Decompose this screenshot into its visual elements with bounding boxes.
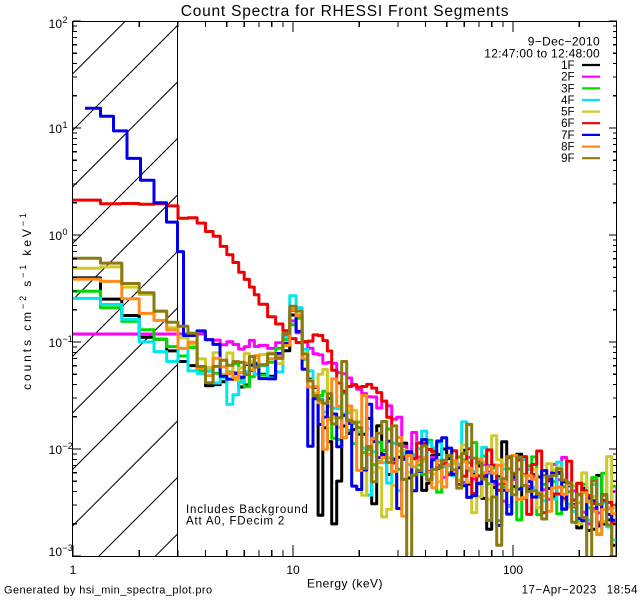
svg-text:1: 1 xyxy=(63,120,68,130)
svg-text:10: 10 xyxy=(49,443,63,457)
svg-text:12:47:00 to 12:48:00: 12:47:00 to 12:48:00 xyxy=(484,47,600,61)
svg-text:5F: 5F xyxy=(561,107,574,119)
svg-text:2F: 2F xyxy=(561,72,574,84)
svg-text:3F: 3F xyxy=(561,83,574,95)
svg-text:10: 10 xyxy=(49,545,63,559)
svg-text:Count Spectra for RHESSI Front: Count Spectra for RHESSI Front Segments xyxy=(181,3,510,20)
svg-text:10: 10 xyxy=(49,122,63,136)
svg-text:10: 10 xyxy=(286,563,300,577)
svg-text:7F: 7F xyxy=(561,130,574,142)
svg-text:10: 10 xyxy=(49,336,63,350)
svg-text:10: 10 xyxy=(49,229,63,243)
svg-text:9F: 9F xyxy=(561,153,574,165)
svg-text:−3: −3 xyxy=(63,543,73,553)
svg-text:4F: 4F xyxy=(561,95,574,107)
svg-text:Includes Background: Includes Background xyxy=(186,504,309,516)
svg-text:counts cm−2 s−1 keV−1: counts cm−2 s−1 keV−1 xyxy=(18,210,34,390)
svg-text:100: 100 xyxy=(503,563,523,577)
svg-text:2: 2 xyxy=(63,15,68,25)
svg-text:9−Dec−2010: 9−Dec−2010 xyxy=(528,35,600,49)
svg-text:−1: −1 xyxy=(63,334,73,344)
svg-text:6F: 6F xyxy=(561,118,574,130)
svg-text:1F: 1F xyxy=(561,60,574,72)
svg-text:0: 0 xyxy=(63,227,68,237)
svg-text:Att A0, FDecim 2: Att A0, FDecim 2 xyxy=(186,516,285,528)
svg-text:17−Apr−2023 18:54: 17−Apr−2023 18:54 xyxy=(522,585,639,597)
svg-text:Generated by hsi_min_spectra_p: Generated by hsi_min_spectra_plot.pro xyxy=(4,585,213,597)
svg-text:−2: −2 xyxy=(63,441,73,451)
svg-text:1: 1 xyxy=(70,563,77,577)
svg-text:Energy (keV): Energy (keV) xyxy=(307,577,383,591)
svg-text:10: 10 xyxy=(49,17,63,31)
svg-text:8F: 8F xyxy=(561,142,574,154)
